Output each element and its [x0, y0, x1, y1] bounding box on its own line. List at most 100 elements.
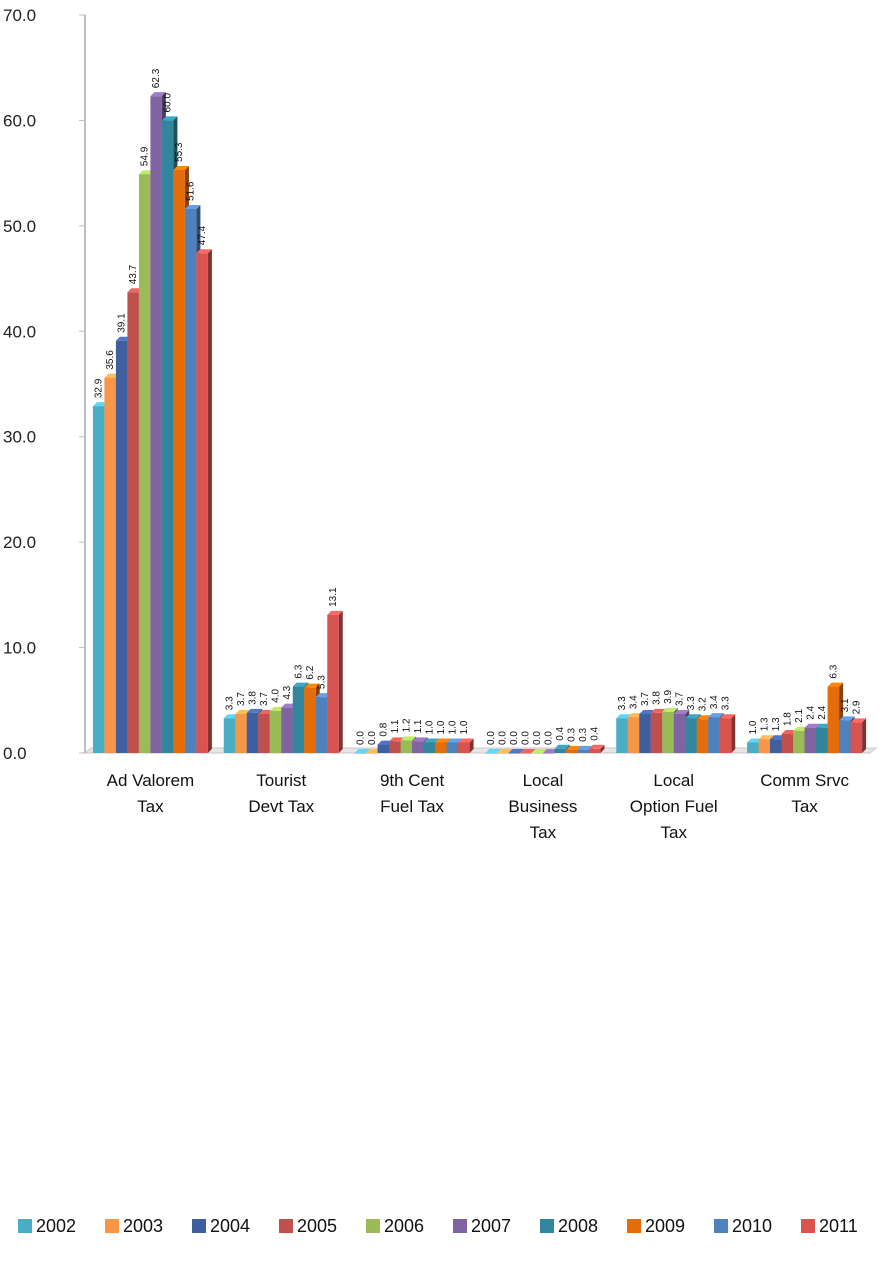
x-category-label: 9th Cent Fuel Tax — [380, 771, 445, 816]
category-labels: Ad Valorem Tax Tourist Devt Tax 9th Cent Fuel… — [107, 771, 850, 842]
data-label: 3.8 — [248, 691, 259, 705]
legend-swatch — [540, 1219, 554, 1233]
data-label: 13.1 — [328, 587, 339, 607]
bar — [496, 749, 513, 754]
legend-label: 2010 — [732, 1216, 772, 1236]
bars — [92, 92, 867, 754]
legend-swatch — [801, 1219, 815, 1233]
legend-label: 2004 — [210, 1216, 250, 1236]
legend-item: 2008 — [540, 1216, 598, 1236]
data-label: 0.0 — [544, 731, 555, 745]
data-label: 39.1 — [117, 313, 128, 333]
legend-label: 2008 — [558, 1216, 598, 1236]
legend-swatch — [105, 1219, 119, 1233]
legend-label: 2006 — [384, 1216, 424, 1236]
data-label: 0.0 — [521, 731, 532, 745]
bar — [588, 744, 605, 753]
legend-item: 2004 — [192, 1216, 250, 1236]
data-label: 5.3 — [317, 675, 328, 689]
bar — [850, 718, 867, 753]
data-label: 1.1 — [413, 719, 424, 733]
legend-label: 2002 — [36, 1216, 76, 1236]
legend-label: 2007 — [471, 1216, 511, 1236]
data-label: 0.4 — [590, 726, 601, 740]
data-label: 3.7 — [640, 692, 651, 706]
data-label: 51.6 — [186, 181, 197, 201]
data-label: 3.3 — [686, 696, 697, 710]
data-label: 0.0 — [498, 731, 509, 745]
legend-swatch — [279, 1219, 293, 1233]
legend-item: 2002 — [18, 1216, 76, 1236]
data-label: 3.7 — [259, 692, 270, 706]
legend-label: 2009 — [645, 1216, 685, 1236]
y-tick-label: 20.0 — [3, 533, 36, 552]
data-label: 43.7 — [128, 264, 139, 284]
legend-swatch — [453, 1219, 467, 1233]
legend-item: 2005 — [279, 1216, 337, 1236]
x-category-label: Tourist Devt Tax — [248, 771, 314, 816]
data-label: 2.1 — [794, 709, 805, 723]
data-label: 1.2 — [401, 718, 412, 732]
bar — [327, 610, 343, 753]
data-label: 6.3 — [294, 664, 305, 678]
data-label: 3.8 — [652, 691, 663, 705]
data-label: 0.0 — [355, 731, 366, 745]
data-label: 0.4 — [555, 726, 566, 740]
legend-swatch — [366, 1219, 380, 1233]
data-label: 35.6 — [105, 350, 116, 370]
legend-swatch — [714, 1219, 728, 1233]
data-label: 1.1 — [390, 719, 401, 733]
data-label: 0.3 — [567, 727, 578, 741]
data-label: 0.0 — [486, 731, 497, 745]
y-tick-label: 0.0 — [3, 744, 27, 763]
x-category-label: Local Option Fuel Tax — [630, 771, 718, 842]
data-label: 3.4 — [629, 695, 640, 709]
x-category-label: Comm Srvc Tax — [760, 771, 849, 816]
data-label: 1.0 — [748, 720, 759, 734]
data-label: 2.9 — [851, 700, 862, 714]
legend-label: 2005 — [297, 1216, 337, 1236]
legend-item: 2003 — [105, 1216, 163, 1236]
x-category-label: Local Business Tax — [508, 771, 577, 842]
legend-item: 2009 — [627, 1216, 685, 1236]
legend-item: 2010 — [714, 1216, 772, 1236]
y-tick-label: 60.0 — [3, 111, 36, 130]
data-label: 1.0 — [424, 720, 435, 734]
bar — [354, 749, 371, 754]
legend: 2002 2003 2004 2005 2006 2007 2008 2009 2010 2011 — [18, 1216, 858, 1236]
data-label: 3.1 — [840, 698, 851, 712]
data-label: 0.0 — [509, 731, 520, 745]
legend-label: 2011 — [819, 1216, 858, 1236]
bar — [196, 249, 212, 754]
bar — [485, 749, 501, 754]
data-label: 3.3 — [721, 696, 732, 710]
data-label: 1.0 — [459, 720, 470, 734]
bar — [458, 738, 474, 753]
data-label: 62.3 — [151, 68, 162, 88]
data-label: 47.4 — [197, 225, 208, 245]
legend-item: 2006 — [366, 1216, 424, 1236]
data-label: 0.3 — [578, 727, 589, 741]
data-label: 3.4 — [709, 695, 720, 709]
legend-item: 2011 — [801, 1216, 858, 1236]
x-category-label: Ad Valorem Tax — [107, 771, 195, 816]
y-tick-label: 30.0 — [3, 428, 36, 447]
data-label: 32.9 — [94, 378, 105, 398]
data-label: 4.0 — [271, 688, 282, 702]
data-label: 4.3 — [282, 685, 293, 699]
data-label: 3.2 — [698, 697, 709, 711]
data-label: 2.4 — [805, 705, 816, 719]
bar — [519, 749, 536, 754]
data-label: 60.0 — [163, 93, 174, 113]
legend-item: 2007 — [453, 1216, 511, 1236]
data-label: 3.3 — [225, 696, 236, 710]
data-label: 3.7 — [236, 692, 247, 706]
data-label: 2.4 — [817, 705, 828, 719]
legend-label: 2003 — [123, 1216, 163, 1236]
data-label: 3.7 — [675, 692, 686, 706]
bar — [508, 749, 524, 754]
data-label: 0.0 — [367, 731, 378, 745]
legend-swatch — [192, 1219, 206, 1233]
data-label: 1.0 — [447, 720, 458, 734]
data-label: 1.8 — [782, 712, 793, 726]
